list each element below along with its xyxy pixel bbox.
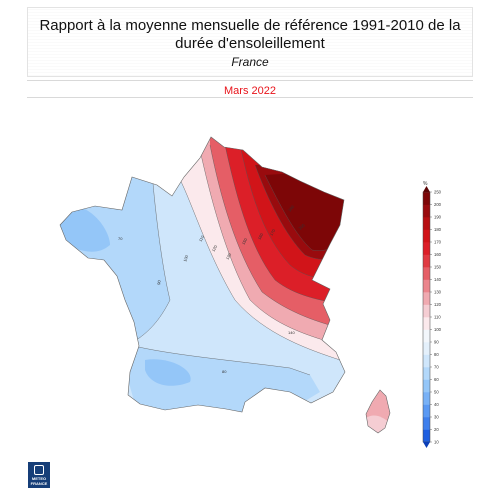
color-scale-tick-label: 190 [434,215,442,220]
color-scale-swatch [423,304,430,318]
color-scale-tick-label: 20 [434,427,439,432]
contour-label: 160 [257,232,265,241]
color-scale-swatch [423,342,430,355]
color-scale-tick-label: 50 [434,390,439,395]
map-title: Rapport à la moyenne mensuelle de référe… [39,17,461,52]
color-scale-swatch [423,292,430,305]
color-scale-swatch [423,192,430,205]
contour-labels: 110 100 90 120 130 150 160 170 180 200 1… [118,204,306,374]
sunshine-map: 110 100 90 120 130 150 160 170 180 200 1… [59,136,442,448]
color-scale-tick-label: 170 [434,240,442,245]
contour-label: 80 [222,369,227,374]
contour-label: 110 [198,234,206,243]
contour-label: 70 [118,236,123,241]
color-scale-tick-label: 80 [434,352,439,357]
color-scale-tick-label: 10 [434,440,439,445]
color-scale-tick-label: 40 [434,402,439,407]
color-scale-swatch [423,229,430,243]
color-scale-swatch [423,254,430,268]
color-scale-tick-label: 130 [434,290,442,295]
contour-label: 140 [288,330,295,335]
contour-label: 170 [269,228,277,237]
color-scale-swatch [423,367,430,380]
color-scale-tick-label: 160 [434,252,442,257]
period-label: Mars 2022 [224,85,276,97]
period-box: Mars 2022 [27,80,473,98]
mainland-outline [59,136,346,413]
color-scale-swatch [423,279,430,293]
logo-mark-icon [34,465,44,475]
color-scale-tick-label: 70 [434,365,439,370]
legend-unit: % [423,181,428,187]
contour-label: 120 [211,244,219,253]
color-scale-swatch [423,267,430,280]
color-scale [422,186,431,448]
contour-label: 150 [241,237,249,246]
color-scale-tick-label: 120 [434,302,442,307]
color-scale-swatch [423,417,430,430]
map-subtitle: France [231,55,269,69]
color-scale-swatch [423,242,430,255]
contour-label: 100 [182,254,189,263]
color-scale-swatch [423,329,430,343]
scale-up-arrow-icon [423,186,430,192]
contour-label: 200 [297,222,306,231]
color-scale-tick-label: 180 [434,227,442,232]
color-scale-ticks: 10 20 30 40 50 60 70 80 90 100 110 120 130 140 150 160 1… [430,190,442,445]
color-scale-tick-label: 110 [434,315,441,320]
color-scale-tick-label: 90 [434,340,439,345]
logo-text: METEO FRANCE [30,476,48,486]
corsica-outline [365,389,391,434]
scale-down-arrow-icon [423,442,430,448]
color-scale-tick-label: 200 [434,202,442,207]
color-scale-swatch [423,354,430,368]
color-scale-swatch [423,204,430,218]
color-scale-swatch [423,217,430,230]
title-box: Rapport à la moyenne mensuelle de référe… [27,7,473,77]
contour-label: 130 [225,252,233,261]
color-scale-tick-label: 60 [434,377,439,382]
color-scale-swatch [423,379,430,393]
color-scale-tick-label: 30 [434,415,439,420]
color-scale-swatch [423,392,430,405]
color-scale-swatch [423,317,430,330]
color-scale-swatch [423,429,430,443]
color-scale-tick-label: 140 [434,277,442,282]
contour-label: 90 [156,279,162,285]
color-scale-tick-label: 250 [434,190,442,195]
color-scale-tick-label: 150 [434,265,442,270]
meteo-france-logo: METEO FRANCE [28,462,50,488]
contour-label: 180 [287,204,296,213]
color-scale-swatch [423,404,430,418]
color-scale-tick-label: 100 [434,327,442,332]
